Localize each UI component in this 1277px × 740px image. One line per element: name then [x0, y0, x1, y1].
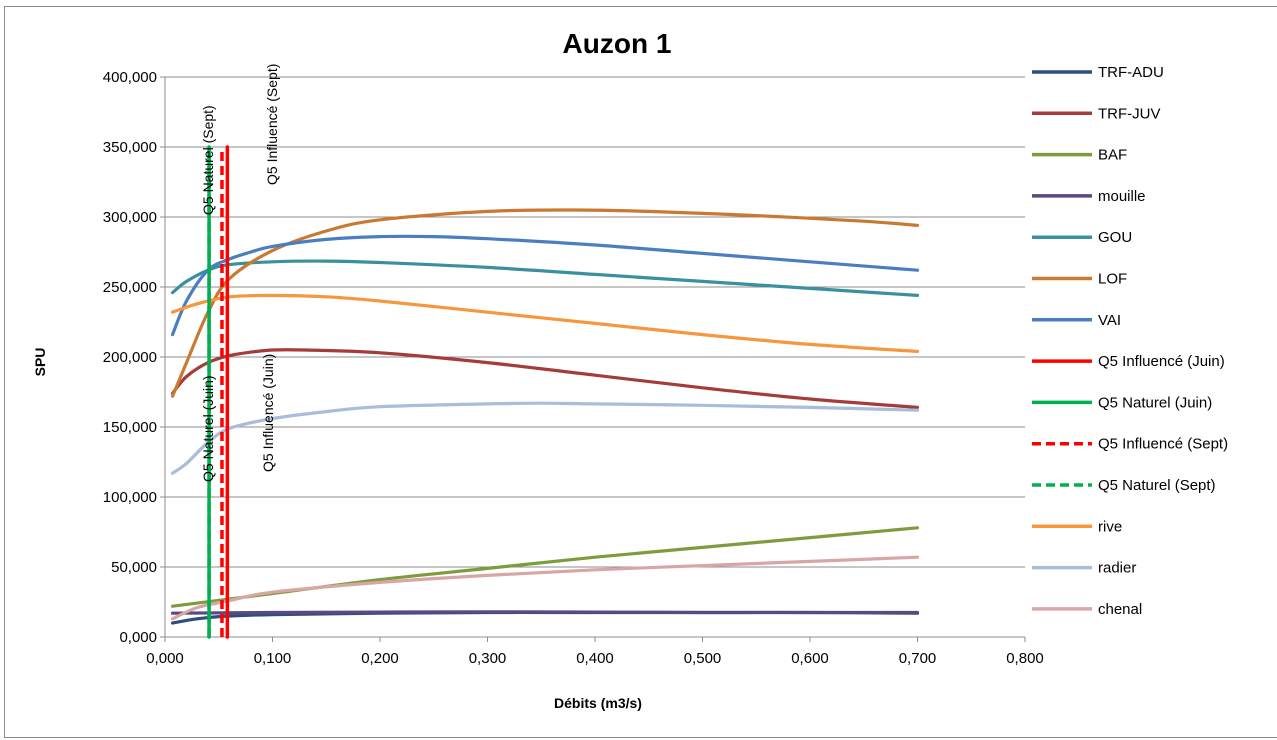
series-line-rive — [170, 293, 920, 353]
annotation-q5-naturel-sept: Q5 Naturel (Sept) — [200, 105, 216, 215]
legend: TRF-ADU TRF-JUV BAF mouille GOU LOF VAI Q5 Infl… — [1032, 64, 1228, 618]
chart-title: Auzon 1 — [563, 28, 672, 59]
legend-label-vai: VAI — [1098, 312, 1121, 329]
x-tick-label: 0,100 — [254, 650, 292, 667]
y-tick-label: 100,000 — [103, 489, 157, 506]
x-axis-title: Débits (m3/s) — [554, 695, 642, 711]
x-tick-label: 0,500 — [684, 650, 722, 667]
series-line-trf-juv — [170, 348, 920, 409]
axis-layer: 0,000 50,000 100,000 150,000 200,000 250,000 3… — [103, 69, 1044, 667]
x-tick-label: 0,800 — [1006, 650, 1044, 667]
chart-svg: Auzon 1 0,000 50,000 100,000 150,000 200,000… — [32, 28, 1228, 711]
x-tick-label: 0,700 — [899, 650, 937, 667]
series-line-vai — [170, 234, 920, 337]
y-tick-label: 150,000 — [103, 419, 157, 436]
legend-label-trf-adu: TRF-ADU — [1098, 64, 1164, 81]
legend-label-baf: BAF — [1098, 147, 1127, 164]
legend-label-trf-juv: TRF-JUV — [1098, 105, 1161, 122]
y-tick-label: 50,000 — [111, 559, 157, 576]
legend-label-radier: radier — [1098, 560, 1136, 577]
legend-label-rive: rive — [1098, 518, 1122, 535]
y-tick-label: 400,000 — [103, 69, 157, 86]
legend-label-lof: LOF — [1098, 271, 1127, 288]
x-tick-label: 0,400 — [576, 650, 614, 667]
series-layer — [170, 145, 920, 639]
legend-label-mouille: mouille — [1098, 188, 1146, 205]
annotation-q5-influence-juin: Q5 Influencé (Juin) — [260, 354, 276, 472]
series-line-gou — [170, 259, 920, 297]
legend-label-q5-naturel-juin: Q5 Naturel (Juin) — [1098, 394, 1212, 411]
annotation-layer: Q5 Naturel (Sept) Q5 Influencé (Sept) Q5… — [200, 64, 280, 482]
annotation-q5-influence-sept: Q5 Influencé (Sept) — [264, 64, 280, 185]
legend-label-chenal: chenal — [1098, 601, 1142, 618]
x-tick-label: 0,000 — [146, 650, 184, 667]
y-tick-label: 300,000 — [103, 209, 157, 226]
legend-label-q5-naturel-sept: Q5 Naturel (Sept) — [1098, 477, 1216, 494]
legend-label-gou: GOU — [1098, 229, 1132, 246]
y-tick-label: 350,000 — [103, 139, 157, 156]
y-tick-label: 0,000 — [119, 629, 157, 646]
x-tick-label: 0,600 — [791, 650, 829, 667]
annotation-q5-naturel-juin: Q5 Naturel (Juin) — [200, 375, 216, 482]
legend-label-q5-influenc-juin: Q5 Influencé (Juin) — [1098, 353, 1225, 370]
x-tick-label: 0,200 — [361, 650, 399, 667]
chart-frame: Auzon 1 0,000 50,000 100,000 150,000 200,000… — [4, 6, 1277, 738]
y-tick-label: 200,000 — [103, 349, 157, 366]
legend-label-q5-influenc-sept: Q5 Influencé (Sept) — [1098, 436, 1228, 453]
grid-layer — [165, 76, 1025, 638]
x-tick-label: 0,300 — [469, 650, 507, 667]
series-line-chenal — [170, 555, 920, 621]
y-axis-title: SPU — [32, 348, 48, 377]
series-line-radier — [170, 401, 920, 475]
y-tick-label: 250,000 — [103, 279, 157, 296]
series-line-mouille — [170, 610, 920, 615]
